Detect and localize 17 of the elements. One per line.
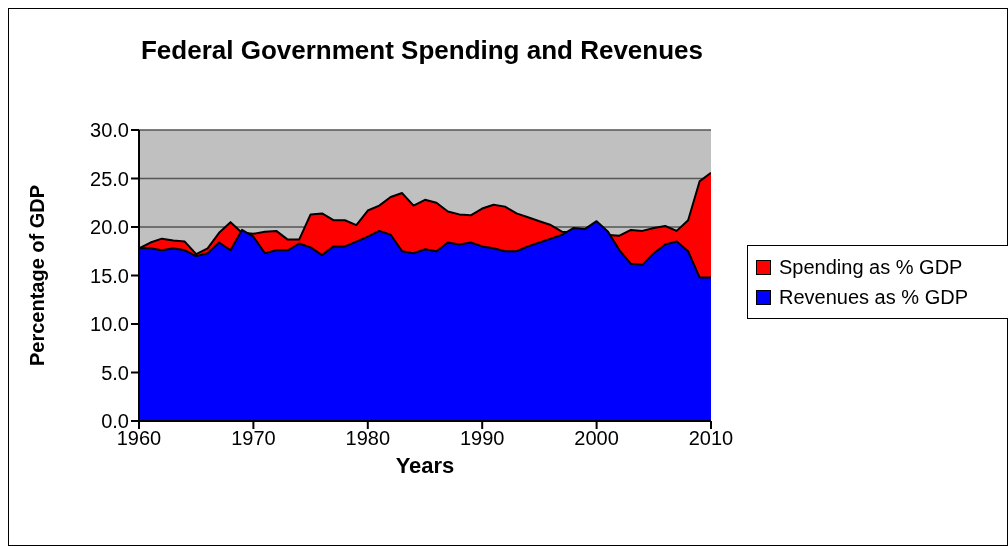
y-axis-title: Percentage of GDP (26, 184, 49, 367)
y-tick-label: 20.0 (90, 216, 129, 239)
y-tick-label: 25.0 (90, 167, 129, 190)
legend-label: Revenues as % GDP (778, 285, 969, 310)
x-tick-label: 1990 (459, 427, 505, 450)
x-tick-label: 1970 (231, 427, 276, 450)
y-tick-label: 15.0 (90, 264, 129, 287)
y-tick-label: 5.0 (101, 361, 129, 384)
x-tick-label: 1960 (116, 427, 162, 450)
legend-label: Spending as % GDP (778, 255, 964, 280)
x-tick-label: 2010 (688, 427, 734, 450)
x-axis-title: Years (395, 453, 455, 478)
y-tick-label: 30.0 (90, 119, 129, 142)
y-tick-label: 10.0 (90, 313, 129, 336)
chart-title: Federal Government Spending and Revenues (140, 35, 704, 66)
x-tick-label: 1980 (345, 427, 391, 450)
x-tick-label: 2000 (574, 427, 619, 450)
